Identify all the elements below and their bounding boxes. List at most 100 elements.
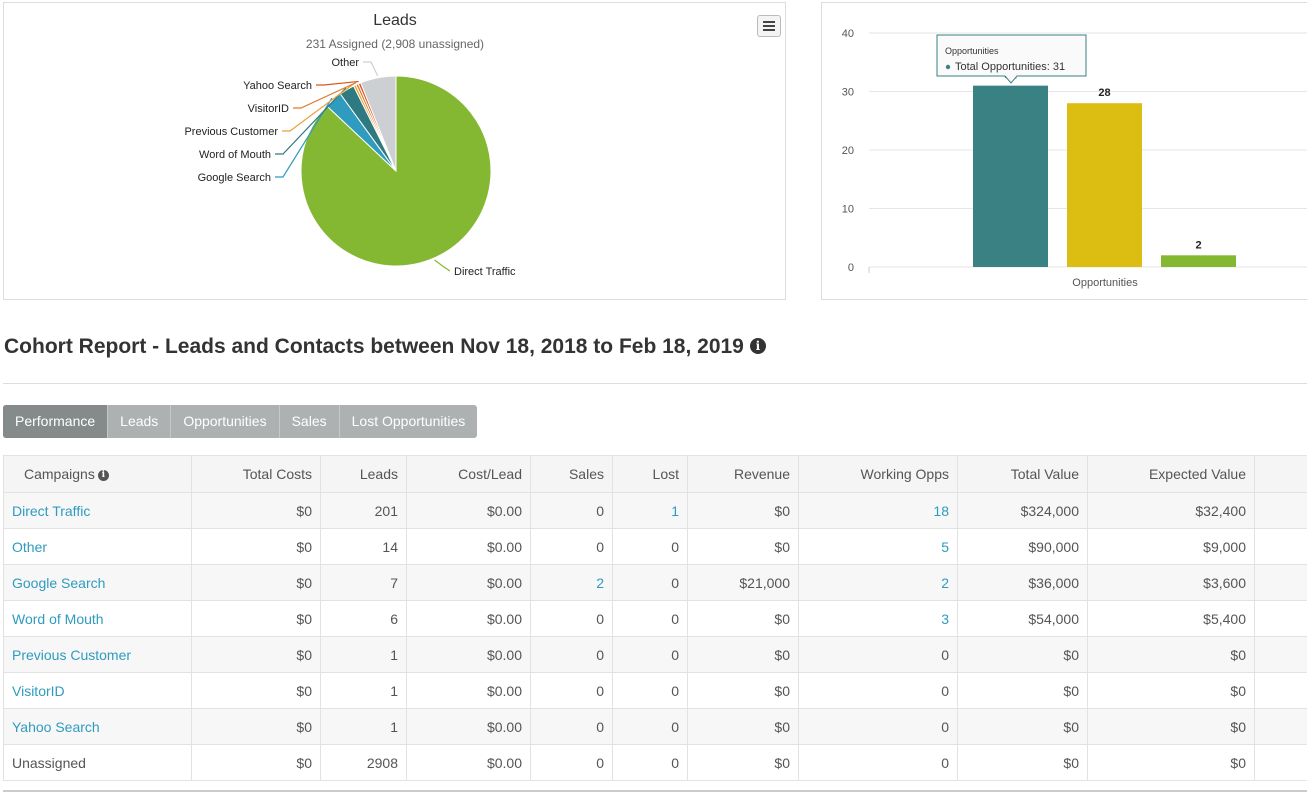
column-header-revenue[interactable]: Revenue (687, 455, 799, 493)
cell-sales-link[interactable]: 2 (530, 564, 613, 601)
leads-pie-chart: Leads 231 Assigned (2,908 unassigned) Di… (184, 12, 516, 278)
cell-expected-value: $0 (1087, 708, 1255, 745)
pie-connector-previous-customer (282, 83, 355, 132)
cell-working-opps: 0 (798, 744, 958, 781)
pie-label-word-of-mouth: Word of Mouth (199, 149, 271, 161)
cell-sales: 0 (530, 528, 613, 565)
cell-expected-value: $0 (1087, 636, 1255, 673)
info-icon[interactable]: i (97, 470, 109, 481)
cohort-table: Campaigns i Total Costs Leads Cost/Lead S… (3, 455, 1307, 781)
bar-1[interactable] (973, 85, 1048, 268)
bar-tooltip: Opportunities Total Opportunities: 31 (936, 34, 1087, 84)
cell-expected-value: $5,400 (1087, 600, 1255, 637)
pie-slice-other[interactable] (360, 75, 397, 172)
cell-cost-per-lead: $0.00 (406, 744, 531, 781)
table-row: VisitorID $0 1 $0.00 0 0 $0 0 $0 $0 (3, 672, 1307, 709)
cell-working-opps-link[interactable]: 5 (798, 528, 958, 565)
tab-performance[interactable]: Performance (3, 405, 109, 438)
pie-connector-direct-traffic (434, 259, 451, 272)
pie-label-yahoo-search: Yahoo Search (243, 80, 312, 92)
cell-working-opps-link[interactable]: 18 (798, 492, 958, 529)
pie-label-google-search: Google Search (198, 172, 271, 184)
cell-lost: 0 (612, 672, 688, 709)
chart-menu-button[interactable] (757, 15, 781, 37)
cell-total-costs: $0 (191, 600, 321, 637)
cell-cost-per-lead: $0.00 (406, 636, 531, 673)
column-header-working-opps[interactable]: Working Opps (798, 455, 958, 493)
report-tabs: Performance Leads Opportunities Sales Lo… (3, 405, 478, 438)
campaign-name-link[interactable]: Google Search (3, 564, 192, 601)
column-header-leads[interactable]: Leads (320, 455, 407, 493)
cell-revenue: $0 (687, 672, 799, 709)
bar-2[interactable] (1067, 103, 1142, 267)
pie-connector-other (363, 61, 379, 77)
column-header-sales[interactable]: Sales (530, 455, 613, 493)
cell-revenue: $0 (687, 636, 799, 673)
hamburger-icon-line (763, 29, 775, 31)
column-header-expected-value[interactable]: Expected Value (1087, 455, 1255, 493)
cell-expected-value: $32,400 (1087, 492, 1255, 529)
cell-extra (1254, 744, 1307, 781)
cell-leads: 2908 (320, 744, 407, 781)
cell-revenue: $0 (687, 744, 799, 781)
cell-lost-link[interactable]: 1 (612, 492, 688, 529)
pie-label-visitorid: VisitorID (248, 103, 289, 115)
pie-connector-visitorid (293, 81, 357, 109)
y-axis-tick-label: 40 (842, 28, 854, 40)
cell-lost: 0 (612, 636, 688, 673)
y-axis-tick-label: 20 (842, 145, 854, 157)
campaign-name-link[interactable]: Direct Traffic (3, 492, 192, 529)
column-header-cost-per-lead[interactable]: Cost/Lead (406, 455, 531, 493)
cell-working-opps-link[interactable]: 2 (798, 564, 958, 601)
bar-3[interactable] (1161, 255, 1236, 267)
pie-connector-yahoo-search (316, 80, 359, 86)
bar-data-label: 28 (1098, 87, 1110, 99)
cell-leads: 7 (320, 564, 407, 601)
cohort-table-container: Campaigns i Total Costs Leads Cost/Lead S… (3, 455, 1307, 792)
pie-chart-title: Leads (373, 12, 417, 29)
cell-total-costs: $0 (191, 528, 321, 565)
cell-cost-per-lead: $0.00 (406, 708, 531, 745)
column-header-total-value[interactable]: Total Value (957, 455, 1088, 493)
column-header-lost[interactable]: Lost (612, 455, 688, 493)
cell-lost: 0 (612, 528, 688, 565)
cell-expected-value: $0 (1087, 672, 1255, 709)
cell-leads: 1 (320, 672, 407, 709)
tab-leads[interactable]: Leads (108, 405, 172, 438)
cell-total-costs: $0 (191, 672, 321, 709)
campaign-name-link[interactable]: Word of Mouth (3, 600, 192, 637)
tab-opportunities[interactable]: Opportunities (171, 405, 280, 438)
info-icon[interactable]: i (749, 338, 766, 354)
cell-total-costs: $0 (191, 708, 321, 745)
table-header-row: Campaigns i Total Costs Leads Cost/Lead S… (3, 455, 1307, 493)
cell-leads: 1 (320, 636, 407, 673)
bar-chart-xlabel: Opportunities (1072, 277, 1138, 289)
cell-extra (1254, 564, 1307, 601)
pie-label-direct-traffic: Direct Traffic (454, 266, 516, 278)
campaign-name-link[interactable]: VisitorID (3, 672, 192, 709)
tab-lost-opportunities[interactable]: Lost Opportunities (351, 413, 466, 429)
column-header-total-costs[interactable]: Total Costs (191, 455, 321, 493)
table-row: Direct Traffic $0 201 $0.00 0 1 $0 18 $3… (3, 492, 1307, 529)
tab-sales[interactable]: Sales (280, 405, 340, 438)
cell-cost-per-lead: $0.00 (406, 564, 531, 601)
table-row: Previous Customer $0 1 $0.00 0 0 $0 0 $0… (3, 636, 1307, 673)
cell-lost: 0 (612, 708, 688, 745)
cell-working-opps-link[interactable]: 3 (798, 600, 958, 637)
cell-leads: 14 (320, 528, 407, 565)
column-header-campaigns[interactable]: Campaigns i (3, 455, 192, 493)
cell-total-costs: $0 (191, 744, 321, 781)
campaign-name-link[interactable]: Yahoo Search (3, 708, 192, 745)
y-axis-tick-label: 10 (842, 204, 854, 216)
cell-cost-per-lead: $0.00 (406, 600, 531, 637)
pie-connector-google-search (275, 97, 333, 178)
campaign-name-link[interactable]: Other (3, 528, 192, 565)
bar-data-label: 2 (1195, 239, 1201, 251)
cell-extra (1254, 708, 1307, 745)
cell-sales: 0 (530, 744, 613, 781)
cell-lost: 0 (612, 600, 688, 637)
cell-sales: 0 (530, 672, 613, 709)
campaign-name-link[interactable]: Previous Customer (3, 636, 192, 673)
